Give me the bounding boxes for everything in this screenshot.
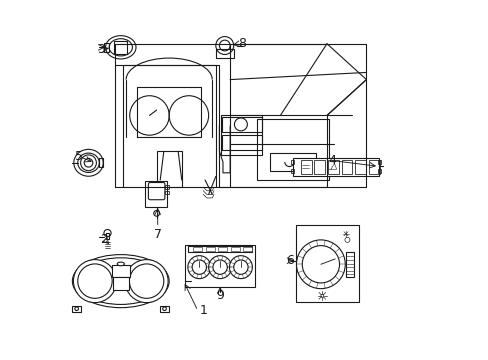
Circle shape [233, 260, 247, 274]
Bar [105, 233, 109, 239]
FancyBboxPatch shape [148, 183, 164, 200]
Bar [269, 153, 316, 171]
Bar [314, 160, 325, 174]
Bar [292, 158, 378, 176]
Bar [164, 185, 168, 189]
Bar [355, 160, 366, 174]
Circle shape [192, 260, 206, 274]
Bar [112, 265, 129, 277]
Bar [341, 160, 352, 174]
Bar [377, 168, 380, 173]
Bar [164, 191, 168, 194]
Bar [114, 41, 127, 54]
Bar [327, 160, 338, 174]
Circle shape [84, 158, 93, 167]
Circle shape [73, 260, 116, 303]
Circle shape [215, 37, 233, 54]
Text: 2: 2 [100, 233, 108, 246]
Ellipse shape [76, 258, 165, 305]
Bar [290, 160, 294, 164]
Text: 3: 3 [97, 42, 104, 55]
Ellipse shape [109, 39, 132, 56]
Bar [156, 151, 182, 187]
Circle shape [219, 40, 230, 51]
Bar [99, 158, 102, 167]
Circle shape [78, 264, 112, 298]
Bar [222, 117, 261, 132]
Bar [290, 168, 294, 173]
Text: 6: 6 [285, 254, 293, 267]
Bar [368, 160, 379, 174]
Text: 1: 1 [199, 305, 207, 318]
Text: 4: 4 [328, 154, 336, 167]
Bar [145, 181, 166, 207]
Bar [205, 247, 214, 251]
Text: 5: 5 [75, 150, 83, 163]
Bar [218, 247, 227, 251]
Bar [221, 116, 262, 155]
Bar [184, 244, 255, 287]
Text: 7: 7 [153, 228, 162, 242]
Bar [257, 119, 328, 180]
Bar [215, 49, 233, 58]
Bar [230, 247, 239, 251]
Ellipse shape [72, 255, 169, 308]
Text: 8: 8 [238, 37, 245, 50]
Ellipse shape [78, 153, 99, 172]
Circle shape [229, 256, 252, 279]
Circle shape [296, 240, 345, 289]
Circle shape [208, 256, 231, 279]
Bar [160, 306, 169, 312]
Bar [346, 252, 353, 277]
Circle shape [125, 260, 168, 303]
Circle shape [129, 264, 163, 298]
Bar [243, 247, 252, 251]
Bar [113, 277, 128, 290]
Bar [72, 306, 81, 312]
Ellipse shape [117, 262, 124, 266]
Bar [300, 160, 311, 174]
Bar [193, 247, 202, 251]
Ellipse shape [74, 149, 103, 176]
Bar [377, 160, 380, 164]
Text: 9: 9 [216, 289, 224, 302]
Bar [187, 246, 252, 252]
Circle shape [187, 256, 210, 279]
Ellipse shape [105, 36, 136, 59]
Circle shape [302, 246, 339, 283]
Bar [222, 135, 261, 149]
Bar [103, 43, 109, 51]
Bar [296, 225, 359, 302]
Circle shape [212, 260, 227, 274]
Circle shape [81, 155, 96, 171]
